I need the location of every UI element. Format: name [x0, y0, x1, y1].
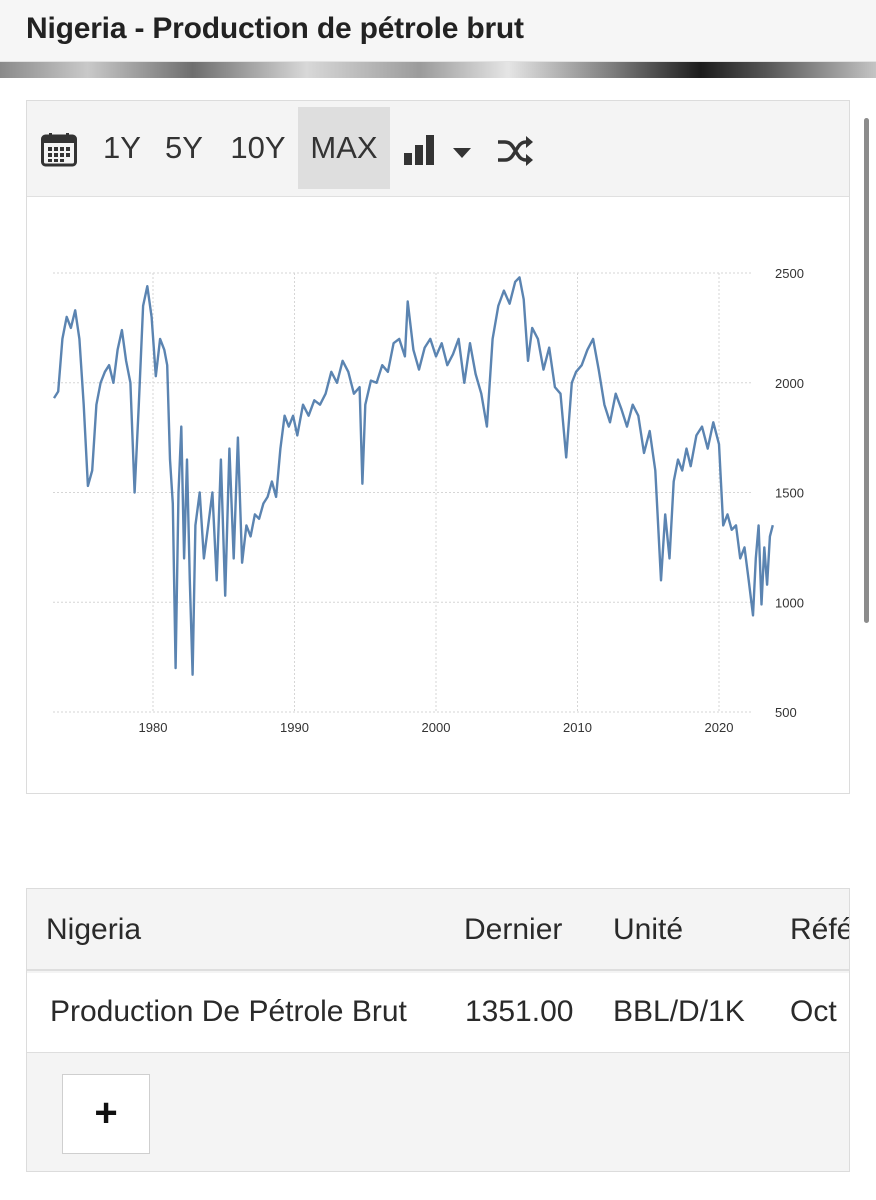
- shuffle-icon[interactable]: [496, 135, 534, 172]
- range-1y-button[interactable]: 1Y: [103, 130, 141, 165]
- row-last-value: 1351.00: [465, 995, 574, 1028]
- x-tick-label: 1990: [280, 720, 309, 735]
- scrollbar[interactable]: [864, 118, 869, 623]
- y-tick-label: 2500: [775, 266, 804, 281]
- range-10y-button[interactable]: 10Y: [230, 130, 286, 165]
- header-last: Dernier: [464, 913, 563, 946]
- x-tick-label: 2010: [563, 720, 592, 735]
- table-header: Nigeria Dernier Unité Référence: [27, 889, 849, 971]
- chart-card: 1Y 5Y 10Y MAX 500 1000 1500 2000 2500 1980 199…: [26, 100, 850, 794]
- row-unit: BBL/D/1K: [613, 995, 745, 1028]
- calendar-icon[interactable]: [41, 133, 77, 172]
- page-header: Nigeria - Production de pétrole brut: [0, 0, 876, 62]
- table-row[interactable]: Production De Pétrole Brut 1351.00 BBL/D…: [27, 973, 849, 1053]
- y-tick-label: 1000: [775, 595, 804, 610]
- header-reference: Référence: [790, 913, 850, 946]
- y-tick-label: 500: [775, 705, 797, 720]
- row-reference: Oct: [790, 995, 837, 1028]
- indicator-table: Nigeria Dernier Unité Référence Producti…: [26, 888, 850, 1172]
- x-tick-label: 2000: [422, 720, 451, 735]
- series-line: [52, 276, 774, 676]
- y-tick-label: 2000: [775, 376, 804, 391]
- caret-down-icon[interactable]: [453, 145, 471, 163]
- range-max-button[interactable]: MAX: [298, 107, 390, 189]
- x-tick-label: 2020: [705, 720, 734, 735]
- page-title: Nigeria - Production de pétrole brut: [26, 12, 524, 45]
- chart-toolbar: 1Y 5Y 10Y MAX: [27, 101, 849, 197]
- header-country: Nigeria: [46, 913, 142, 946]
- y-tick-label: 1500: [775, 486, 804, 501]
- header-unit: Unité: [613, 913, 684, 946]
- range-5y-button[interactable]: 5Y: [165, 130, 203, 165]
- bar-chart-icon[interactable]: [404, 135, 438, 170]
- x-tick-label: 1980: [139, 720, 168, 735]
- oil-production-chart: 500 1000 1500 2000 2500 1980 1990 2000 2010 2020: [52, 266, 804, 735]
- add-button[interactable]: +: [62, 1074, 150, 1154]
- banner-image: [0, 62, 876, 78]
- row-indicator[interactable]: Production De Pétrole Brut: [50, 995, 407, 1028]
